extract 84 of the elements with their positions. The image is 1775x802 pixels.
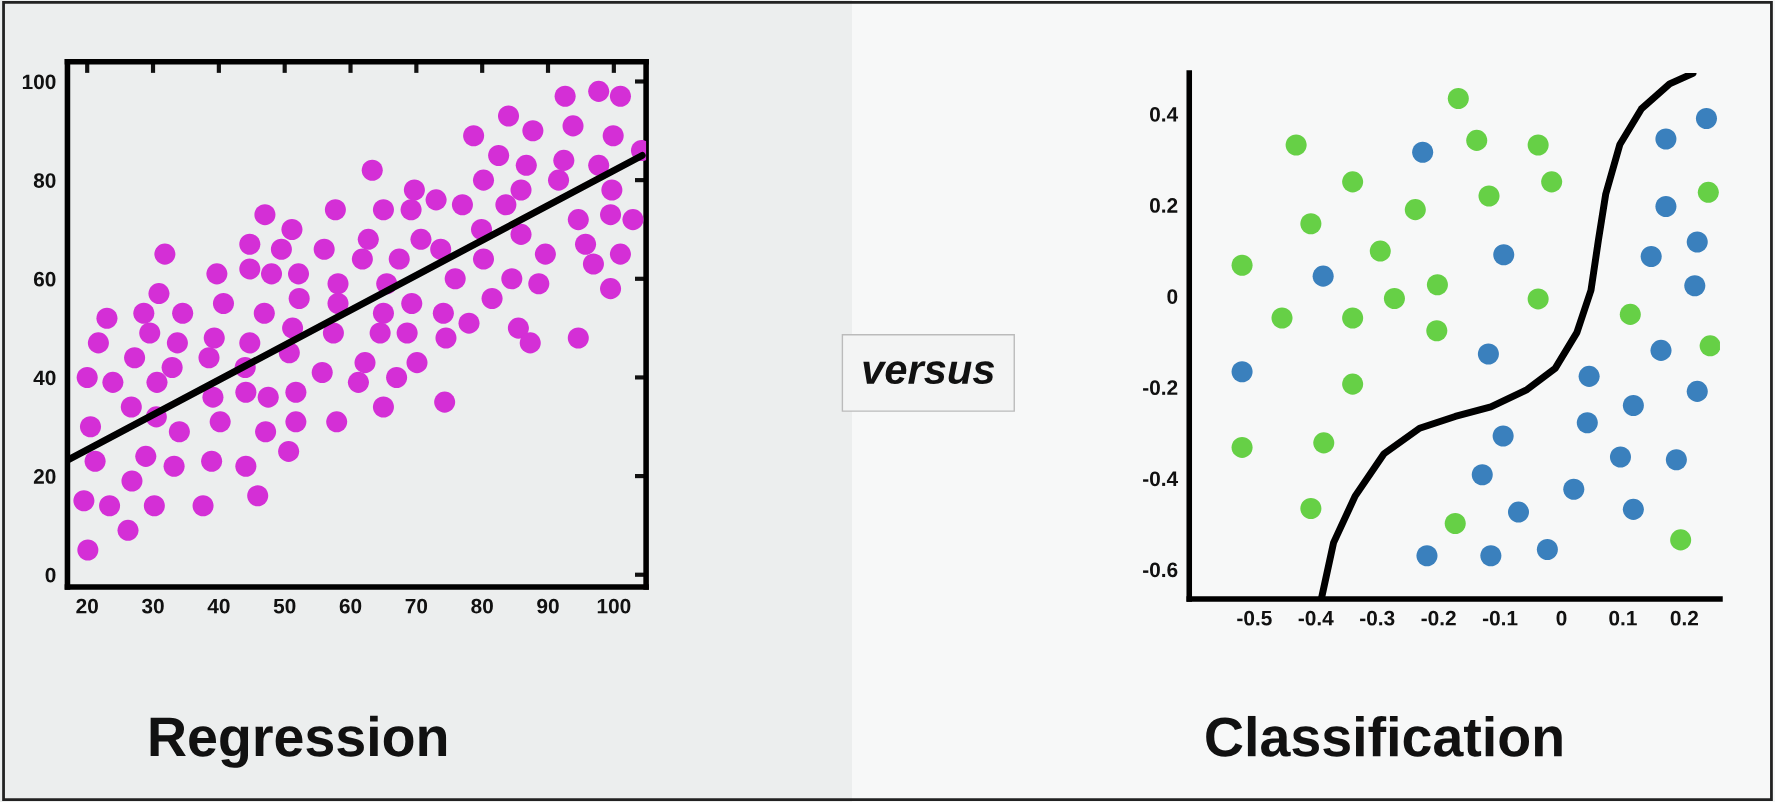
y-tick-label: -0.6 [1143, 562, 1178, 578]
point [1619, 303, 1641, 325]
x-tick-label: 90 [537, 598, 559, 614]
point [1640, 246, 1662, 268]
point [1231, 436, 1253, 458]
x-tick-label: -0.5 [1237, 610, 1272, 626]
point [1527, 134, 1549, 156]
point [1665, 449, 1687, 471]
point [1527, 288, 1549, 310]
point [1655, 128, 1677, 150]
x-tick-label: 0 [1556, 610, 1567, 626]
point [1686, 380, 1708, 402]
point [1684, 275, 1706, 297]
y-tick-label: 0 [1167, 289, 1178, 304]
y-tick-label: 60 [33, 271, 56, 287]
point [1480, 545, 1502, 567]
point [1312, 265, 1334, 287]
point [1342, 373, 1364, 395]
point [1686, 231, 1708, 253]
y-tick-label: 0.2 [1150, 198, 1178, 213]
y-tick-label: 0 [45, 567, 56, 583]
point [1313, 432, 1335, 454]
point [1369, 240, 1391, 262]
x-tick-label: 100 [597, 598, 631, 614]
point [1541, 171, 1563, 193]
point [1383, 287, 1405, 309]
x-tick-label: -0.3 [1360, 610, 1395, 626]
x-tick-label: -0.1 [1482, 610, 1518, 626]
point [1231, 254, 1253, 276]
point [1609, 446, 1631, 468]
point [1271, 307, 1293, 329]
point [1563, 478, 1585, 500]
point [1477, 343, 1499, 365]
y-tick-label: -0.4 [1143, 471, 1179, 487]
point [1670, 529, 1692, 551]
point [1342, 307, 1364, 329]
text: Classification [1206, 715, 1562, 757]
point [1576, 412, 1598, 434]
x-tick-label: -0.2 [1421, 610, 1456, 626]
point [1300, 497, 1322, 519]
point [1342, 171, 1364, 193]
y-tick-label: 40 [33, 370, 56, 386]
point [1699, 335, 1720, 357]
x-tick-label: 40 [207, 598, 230, 614]
x-tick-label: 0.1 [1609, 610, 1637, 626]
text: Regression [150, 715, 447, 768]
point [1231, 361, 1253, 383]
point [1466, 129, 1488, 151]
x-tick-label: 60 [339, 598, 362, 614]
point [1622, 498, 1644, 520]
point [1300, 213, 1322, 235]
point [1404, 199, 1426, 221]
x-tick-label: -0.4 [1298, 610, 1334, 626]
x-tick-label: 0.2 [1670, 610, 1698, 626]
x-tick-label: 50 [273, 598, 296, 614]
point [1650, 339, 1672, 361]
point [1695, 108, 1717, 130]
point [1447, 87, 1469, 110]
point [1493, 244, 1515, 266]
x-tick-label: 30 [141, 598, 164, 614]
point [1416, 545, 1438, 567]
point [1412, 141, 1434, 163]
point [1444, 512, 1466, 535]
point [1507, 501, 1530, 523]
point [1426, 274, 1448, 296]
x-tick-label: 80 [471, 598, 493, 614]
x-tick-label: 20 [76, 598, 98, 614]
point [1285, 134, 1307, 156]
y-tick-label: 80 [33, 173, 56, 188]
point [1478, 185, 1500, 207]
point [1622, 394, 1644, 417]
point [1492, 425, 1514, 447]
point [1536, 538, 1558, 560]
point [1471, 464, 1493, 486]
text: versus [863, 361, 995, 385]
x-tick-label: 70 [405, 598, 428, 614]
point [1697, 181, 1719, 203]
point [1655, 195, 1677, 217]
point [1426, 320, 1448, 342]
y-tick-label: 0.4 [1150, 106, 1179, 122]
y-tick-label: 100 [22, 74, 56, 90]
y-tick-label: -0.2 [1143, 380, 1178, 396]
point [1578, 365, 1600, 387]
y-tick-label: 20 [33, 469, 56, 484]
